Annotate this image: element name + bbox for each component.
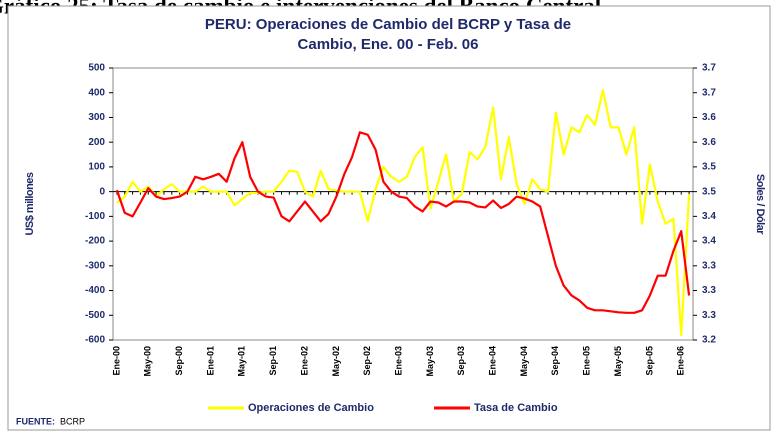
y-tick-label: 500	[88, 63, 105, 74]
y2-tick-label: 3.3	[702, 310, 716, 321]
y2-tick-label: 3.6	[702, 112, 716, 123]
y2-tick-label: 3.2	[702, 335, 716, 346]
series-line	[115, 131, 691, 314]
x-tick-label: Ene-04	[488, 346, 498, 376]
plot-area	[112, 67, 694, 341]
y2-tick-label: 3.4	[702, 211, 716, 222]
x-tick-label: Ene-01	[205, 346, 215, 376]
x-tick-label: May-04	[519, 346, 529, 377]
y2-tick-label: 3.7	[702, 87, 716, 98]
x-tick-label: Sep-04	[550, 346, 560, 376]
x-tick-label: May-01	[237, 346, 247, 377]
x-tick-label: Ene-05	[582, 346, 592, 376]
y-tick-label: -300	[85, 260, 105, 271]
legend-label: Tasa de Cambio	[474, 402, 558, 414]
x-tick-label: Ene-03	[393, 346, 403, 376]
y-tick-label: 100	[88, 162, 105, 173]
x-tick-label: Ene-06	[676, 346, 686, 376]
legend-label: Operaciones de Cambio	[248, 402, 374, 414]
y-tick-label: -400	[85, 285, 105, 296]
x-tick-label: Sep-00	[174, 346, 184, 376]
chart-title: Cambio, Ene. 00 - Feb. 06	[298, 36, 479, 53]
y2-axis-label: Soles / Dólar	[754, 174, 766, 235]
x-tick-label: Ene-02	[299, 346, 309, 376]
y-tick-label: 200	[88, 137, 105, 148]
source-label: FUENTE:	[16, 416, 55, 426]
x-tick-label: May-02	[331, 346, 341, 377]
y-tick-label: -600	[85, 335, 105, 346]
y2-tick-label: 3.4	[702, 236, 716, 247]
x-tick-label: Sep-01	[268, 346, 278, 376]
x-tick-label: May-00	[143, 346, 153, 377]
y2-tick-label: 3.3	[702, 285, 716, 296]
series-line	[116, 89, 691, 337]
y2-tick-label: 3.6	[702, 137, 716, 148]
chart-title: PERU: Operaciones de Cambio del BCRP y T…	[205, 16, 571, 33]
y-tick-label: 300	[88, 112, 105, 123]
x-tick-label: Sep-05	[644, 346, 654, 376]
y-tick-label: -100	[85, 211, 105, 222]
x-tick-label: Ene-00	[111, 346, 121, 376]
x-tick-label: May-03	[425, 346, 435, 377]
y2-tick-label: 3.5	[702, 162, 716, 173]
y2-tick-label: 3.7	[702, 63, 716, 74]
x-tick-label: Sep-03	[456, 346, 466, 376]
y-axis-label: US$ millones	[24, 172, 36, 235]
source: BCRP	[60, 416, 85, 426]
chart-frame	[7, 5, 771, 431]
y2-tick-label: 3.5	[702, 186, 716, 197]
y-tick-label: -200	[85, 236, 105, 247]
x-tick-label: Sep-02	[362, 346, 372, 376]
y-tick-label: 400	[88, 87, 105, 98]
y-tick-label: 0	[99, 186, 105, 197]
x-tick-label: May-05	[613, 346, 623, 377]
y2-tick-label: 3.3	[702, 260, 716, 271]
y-tick-label: -500	[85, 310, 105, 321]
